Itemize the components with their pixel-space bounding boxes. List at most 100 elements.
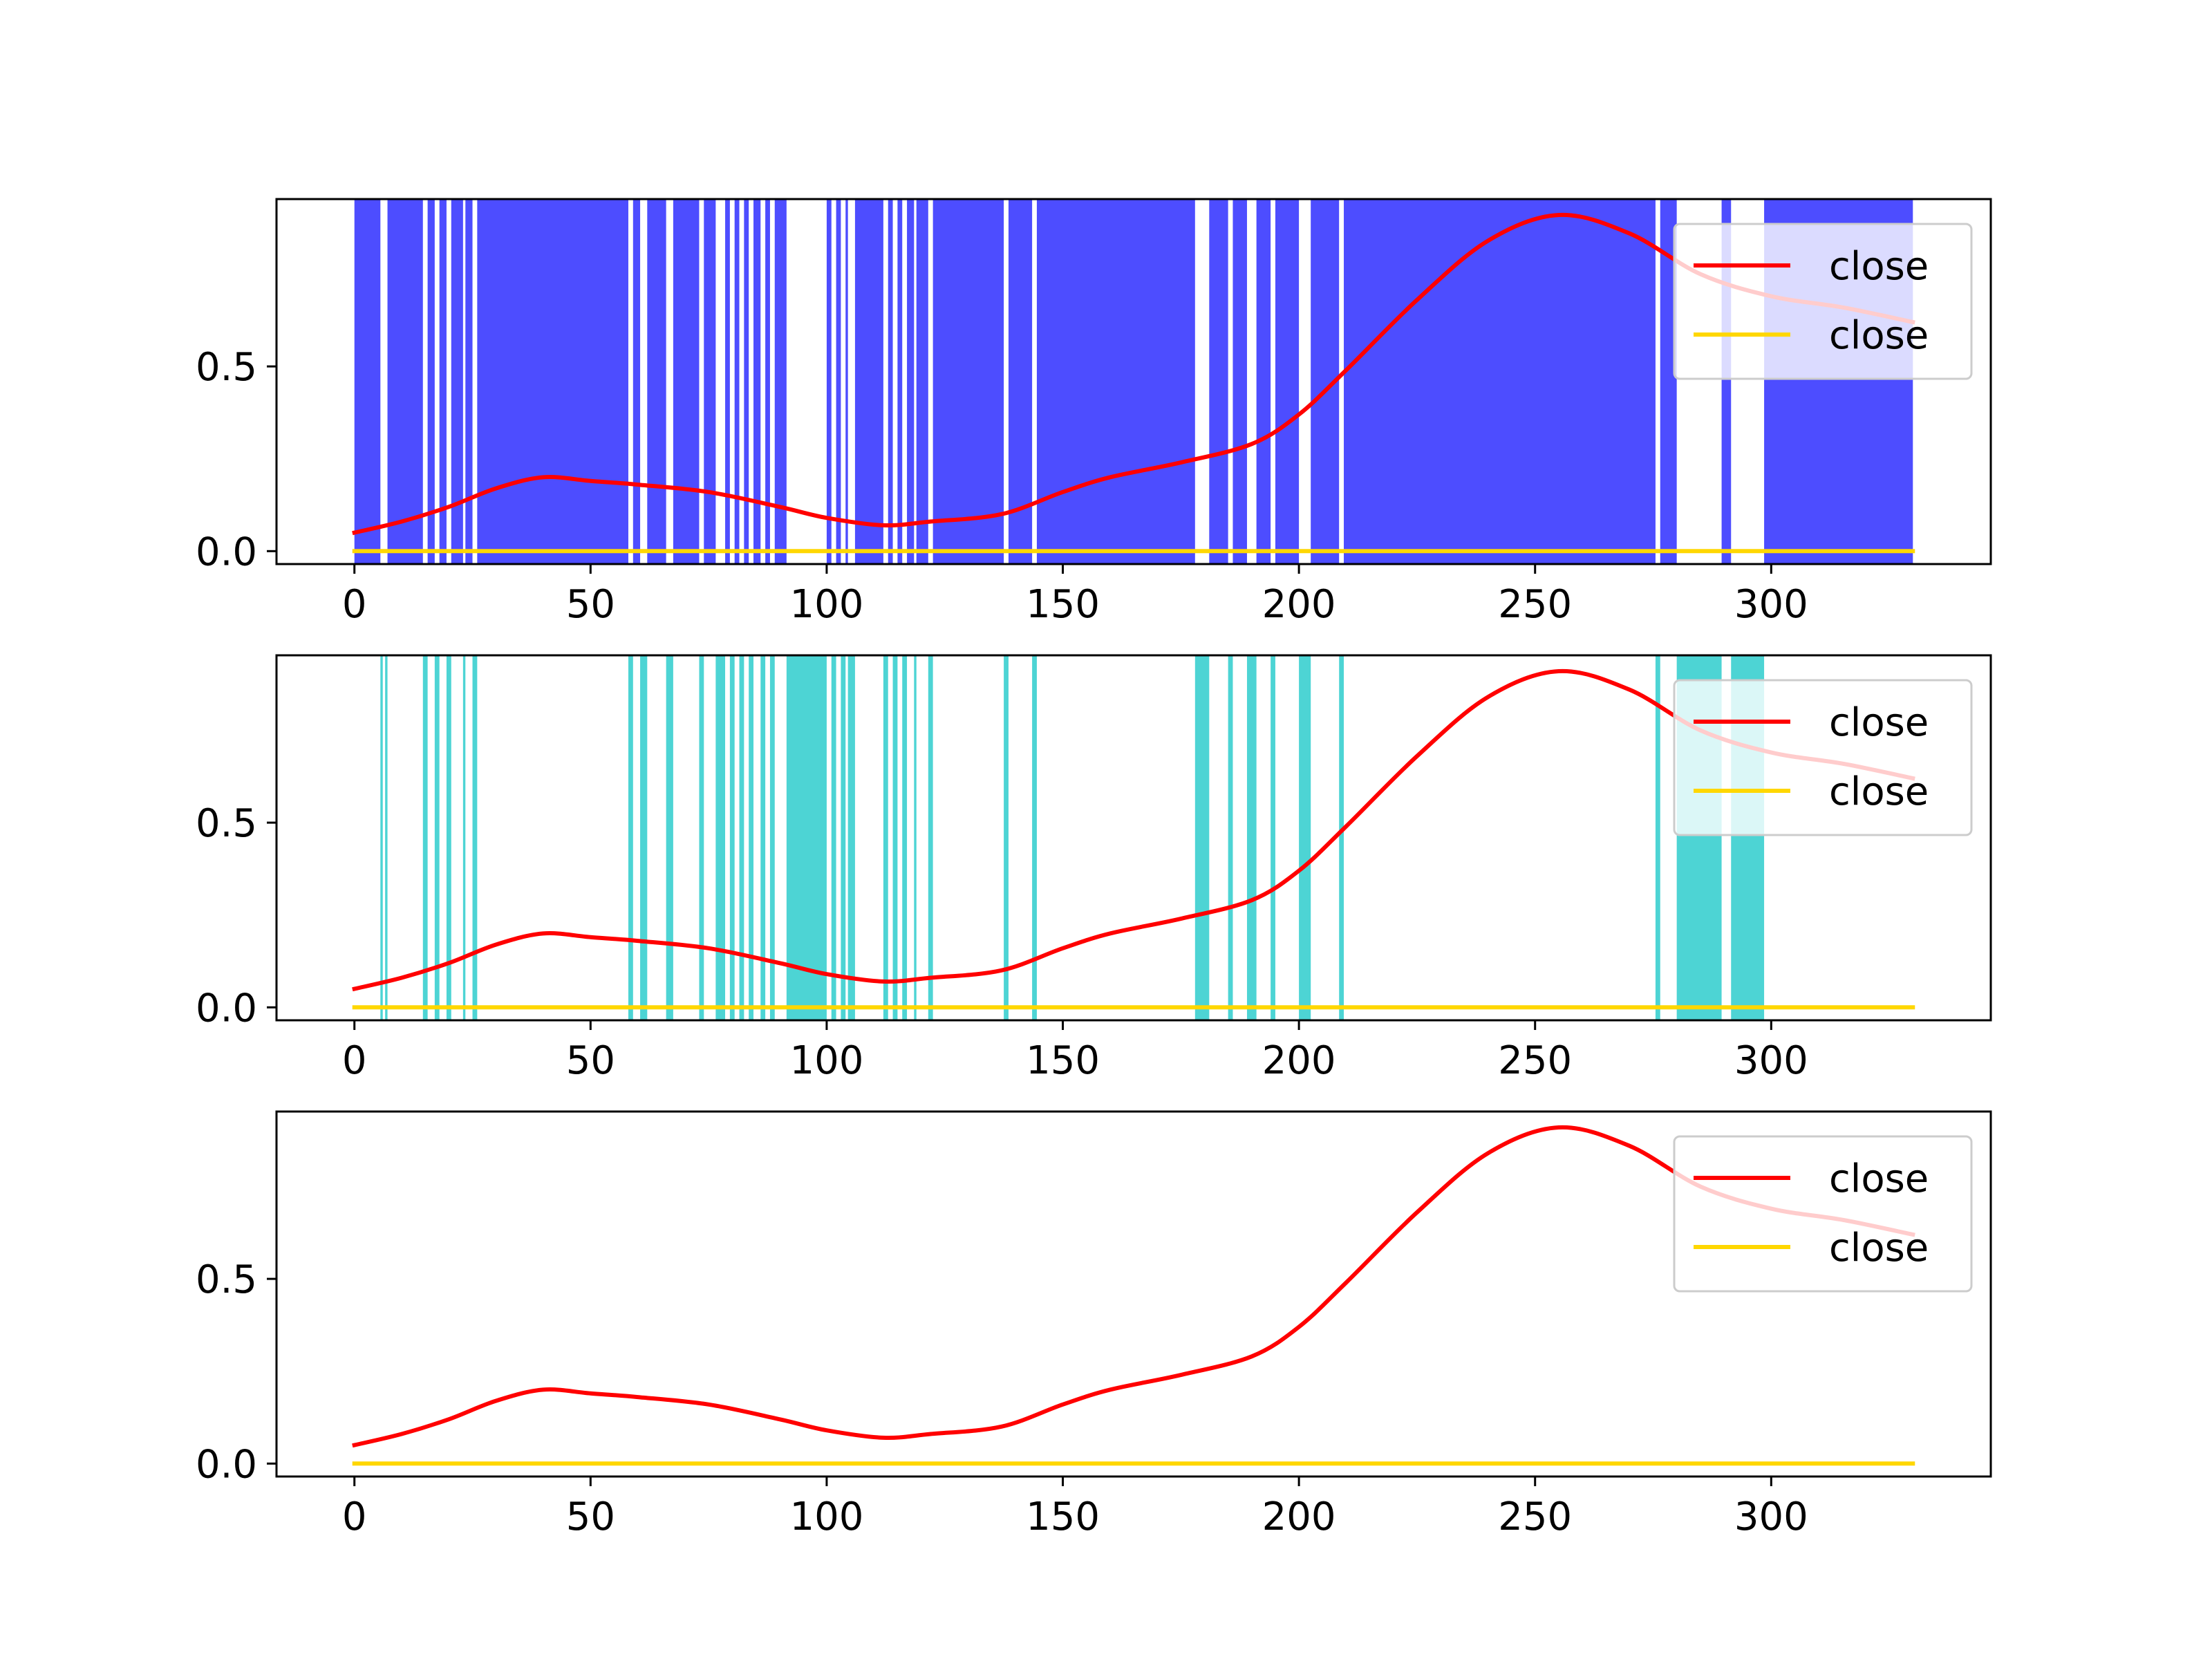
x-tick-label: 200	[1262, 1494, 1336, 1539]
band-34	[1344, 199, 1656, 564]
legend: close close	[1673, 223, 1973, 380]
legend-label-1: close	[1829, 1156, 1929, 1201]
band-23	[897, 199, 903, 564]
band-4	[434, 655, 440, 1020]
x-tick-label: 250	[1498, 1494, 1572, 1539]
band-28	[1036, 199, 1195, 564]
x-tick-label: 150	[1026, 1038, 1100, 1083]
band-30	[1232, 199, 1247, 564]
band-2	[387, 199, 423, 564]
legend-label-2: close	[1829, 769, 1929, 814]
y-tick-label: 0.5	[196, 1257, 257, 1302]
x-tick-label: 0	[342, 1038, 367, 1083]
band-30	[1228, 655, 1233, 1020]
band-1	[354, 199, 381, 564]
series-line-1	[352, 668, 1915, 992]
band-17	[774, 199, 787, 564]
band-1	[380, 655, 383, 1020]
band-20	[845, 199, 848, 564]
y-tick-label: 0.0	[196, 1442, 257, 1487]
band-5	[451, 199, 463, 564]
x-tick-label: 300	[1734, 582, 1808, 627]
band-26	[932, 199, 1004, 564]
legend-label-2: close	[1829, 313, 1929, 358]
band-29	[1209, 199, 1228, 564]
band-17	[769, 655, 775, 1020]
band-25	[914, 655, 917, 1020]
band-22	[883, 655, 888, 1020]
band-21	[854, 199, 883, 564]
y-tick-label: 0.5	[196, 801, 257, 846]
band-7	[472, 655, 478, 1020]
band-9	[647, 199, 666, 564]
band-10	[666, 655, 673, 1020]
x-tick-label: 50	[566, 582, 615, 627]
x-tick-label: 150	[1026, 1494, 1100, 1539]
series-line-1	[352, 1125, 1915, 1448]
band-31	[1246, 655, 1257, 1020]
subplot-3-plot-area	[352, 1125, 1915, 1466]
band-35	[1660, 199, 1677, 564]
band-22	[888, 199, 893, 564]
band-29	[1194, 655, 1210, 1020]
band-6	[462, 655, 466, 1020]
band-32	[1271, 655, 1275, 1020]
legend: close close	[1673, 679, 1973, 836]
band-14	[744, 199, 749, 564]
band-6	[465, 199, 473, 564]
band-5	[446, 655, 451, 1020]
x-tick-label: 250	[1498, 582, 1572, 627]
band-11	[704, 199, 716, 564]
band-16	[760, 655, 766, 1020]
subplot-1-plot-area	[352, 199, 1915, 564]
y-tick-label: 0.0	[196, 529, 257, 574]
band-15	[749, 655, 754, 1020]
band-24	[907, 199, 915, 564]
subplot-1-frame	[275, 198, 1992, 565]
x-tick-label: 200	[1262, 582, 1336, 627]
subplot-2-frame	[275, 654, 1992, 1022]
legend-box	[1673, 679, 1973, 836]
band-11	[699, 655, 704, 1020]
band-18	[786, 655, 827, 1020]
subplot-3: 0 50 100 150 200 250 300 0.0 0.5 close close	[196, 1110, 1992, 1539]
band-19	[831, 655, 836, 1020]
band-13	[734, 199, 740, 564]
subplot-2: 0 50 100 150 200 250 300 0.0 0.5 close close	[196, 654, 1992, 1083]
band-8	[632, 199, 641, 564]
band-3	[427, 199, 435, 564]
band-25	[916, 199, 928, 564]
band-4	[439, 199, 447, 564]
band-33	[1299, 655, 1311, 1020]
y-tick-label: 0.0	[196, 986, 257, 1031]
x-tick-label: 50	[566, 1494, 615, 1539]
band-12	[715, 655, 726, 1020]
band-19	[836, 199, 841, 564]
x-tick-label: 100	[789, 582, 863, 627]
band-2	[385, 655, 388, 1020]
band-32	[1275, 199, 1300, 564]
band-9	[640, 655, 648, 1020]
legend-box	[1673, 223, 1973, 380]
x-tick-label: 150	[1026, 582, 1100, 627]
band-31	[1256, 199, 1271, 564]
band-7	[477, 199, 628, 564]
band-12	[725, 199, 730, 564]
x-tick-label: 0	[342, 582, 367, 627]
band-24	[902, 655, 908, 1020]
band-16	[765, 199, 770, 564]
legend-label-1: close	[1829, 700, 1929, 745]
band-8	[628, 655, 633, 1020]
legend-label-2: close	[1829, 1226, 1929, 1271]
band-28	[1032, 655, 1037, 1020]
band-21	[847, 655, 855, 1020]
subplot-1: 0 50 100 150 200 250 300 0.0 0.5 close close	[196, 198, 1992, 627]
x-tick-label: 200	[1262, 1038, 1336, 1083]
x-tick-label: 300	[1734, 1494, 1808, 1539]
band-20	[841, 655, 846, 1020]
series-line-1	[352, 212, 1915, 536]
band-18	[826, 199, 832, 564]
band-13	[729, 655, 735, 1020]
band-23	[892, 655, 898, 1020]
